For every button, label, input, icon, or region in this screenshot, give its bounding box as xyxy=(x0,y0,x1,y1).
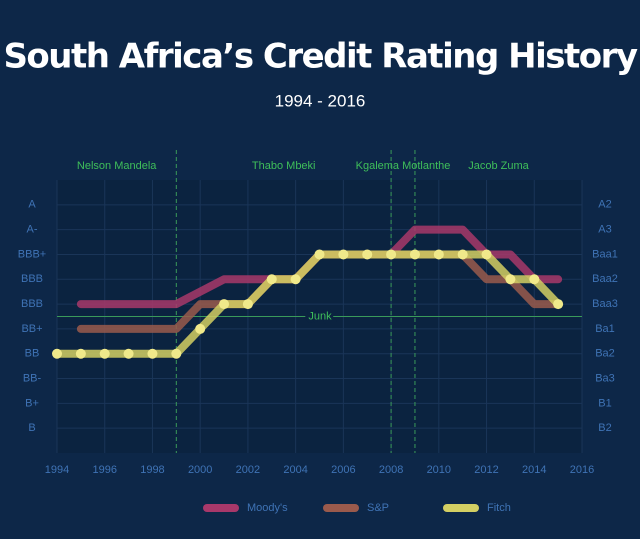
y-tick-label: BB- xyxy=(23,372,42,384)
y2-tick-label: Baa2 xyxy=(592,273,618,285)
y-tick-label: B xyxy=(28,422,35,434)
era-label: Kgalema Motlanthe xyxy=(356,160,451,172)
x-tick-label: 1998 xyxy=(140,464,164,476)
y2-tick-label: B1 xyxy=(598,397,611,409)
chart-title: South Africa’s Credit Rating History xyxy=(3,37,637,77)
x-tick-label: 2002 xyxy=(236,464,260,476)
era-label: Thabo Mbeki xyxy=(252,160,316,172)
y-tick-label: A- xyxy=(27,224,38,236)
series-point xyxy=(386,249,397,260)
y2-tick-label: Ba2 xyxy=(595,348,615,360)
series-point xyxy=(338,249,349,260)
x-tick-label: 2012 xyxy=(474,464,498,476)
x-tick-label: 2008 xyxy=(379,464,403,476)
era-label: Nelson Mandela xyxy=(77,160,157,172)
y-tick-label: BB xyxy=(25,348,40,360)
series-point xyxy=(529,274,540,285)
chart-subtitle: 1994 - 2016 xyxy=(275,91,366,110)
y2-tick-label: Ba3 xyxy=(595,372,615,384)
series-point xyxy=(409,249,420,260)
series-point xyxy=(314,249,325,260)
y-tick-label: BBB+ xyxy=(18,248,46,260)
series-point xyxy=(481,249,492,260)
y2-tick-label: A3 xyxy=(598,224,611,236)
y2-tick-label: B2 xyxy=(598,422,611,434)
series-point xyxy=(505,274,516,285)
y2-tick-label: Baa1 xyxy=(592,248,618,260)
y-tick-label: A xyxy=(28,199,36,211)
x-tick-label: 1996 xyxy=(92,464,116,476)
series-point xyxy=(147,348,158,359)
series-point xyxy=(290,274,301,285)
legend-label: Fitch xyxy=(487,502,511,514)
series-point xyxy=(75,348,86,359)
x-tick-label: 2004 xyxy=(283,464,307,476)
y-tick-label: BBB xyxy=(21,298,43,310)
series-line xyxy=(53,250,563,358)
series-point xyxy=(99,348,110,359)
series-point xyxy=(553,299,564,310)
series-point xyxy=(433,249,444,260)
x-tick-label: 2000 xyxy=(188,464,212,476)
x-tick-label: 1994 xyxy=(45,464,69,476)
y2-tick-label: A2 xyxy=(598,199,611,211)
x-tick-label: 2014 xyxy=(522,464,546,476)
series-point xyxy=(457,249,468,260)
y-tick-label: BBB xyxy=(21,273,43,285)
series-point xyxy=(195,323,206,334)
y2-tick-label: Ba1 xyxy=(595,323,615,335)
series-point xyxy=(362,249,373,260)
y-tick-label: BB+ xyxy=(21,323,42,335)
x-tick-label: 2010 xyxy=(427,464,451,476)
series-point xyxy=(171,348,182,359)
legend-label: Moody's xyxy=(247,502,288,514)
series-point xyxy=(242,299,253,310)
y2-tick-label: Baa3 xyxy=(592,298,618,310)
series-point xyxy=(266,274,277,285)
series-point xyxy=(52,348,62,359)
junk-label: Junk xyxy=(308,310,332,322)
legend-label: S&P xyxy=(367,502,389,514)
series-point xyxy=(123,348,134,359)
x-tick-label: 2006 xyxy=(331,464,355,476)
era-label: Jacob Zuma xyxy=(468,160,529,172)
x-tick-label: 2016 xyxy=(570,464,594,476)
series-point xyxy=(219,299,230,310)
y-tick-label: B+ xyxy=(25,397,39,409)
